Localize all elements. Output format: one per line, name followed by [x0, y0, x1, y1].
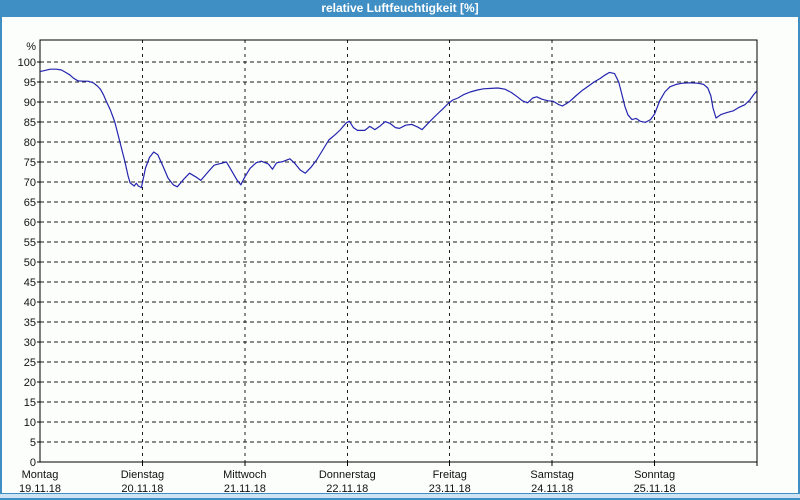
- x-day-label: Samstag: [530, 469, 573, 481]
- y-tick-label: 80: [24, 137, 36, 149]
- status-separator: [0, 493, 800, 494]
- y-tick-label: 70: [24, 177, 36, 189]
- y-tick-label: 5: [30, 437, 36, 449]
- y-tick-label: 55: [24, 237, 36, 249]
- y-tick-label: 15: [24, 397, 36, 409]
- x-day-label: Montag: [22, 469, 59, 481]
- y-tick-label: 0: [30, 457, 36, 469]
- x-date-label: 22.11.18: [326, 483, 368, 495]
- y-tick-label: 30: [24, 337, 36, 349]
- y-tick-label: 95: [24, 77, 36, 89]
- x-date-label: 19.11.18: [19, 483, 61, 495]
- window-border-left: [0, 0, 2, 500]
- status-strip: [0, 494, 800, 498]
- x-date-label: 23.11.18: [429, 483, 471, 495]
- x-day-label: Freitag: [433, 469, 467, 481]
- x-day-label: Sonntag: [634, 469, 675, 481]
- y-tick-label: 60: [24, 217, 36, 229]
- y-tick-label: 20: [24, 377, 36, 389]
- x-day-label: Donnerstag: [319, 469, 376, 481]
- y-tick-label: 100: [18, 57, 36, 69]
- y-axis-unit-label: %: [26, 41, 36, 53]
- x-day-label: Dienstag: [121, 469, 164, 481]
- y-tick-label: 35: [24, 317, 36, 329]
- x-date-label: 25.11.18: [634, 483, 676, 495]
- window-title: relative Luftfeuchtigkeit [%]: [321, 1, 479, 15]
- x-date-label: 21.11.18: [224, 483, 266, 495]
- series-line: [39, 68, 758, 189]
- y-tick-label: 40: [24, 297, 36, 309]
- y-tick-label: 65: [24, 197, 36, 209]
- x-day-label: Mittwoch: [223, 469, 266, 481]
- y-tick-label: 45: [24, 277, 36, 289]
- y-tick-label: 75: [24, 157, 36, 169]
- y-tick-label: 90: [24, 97, 36, 109]
- plot-border: [39, 39, 758, 463]
- y-tick-label: 10: [24, 417, 36, 429]
- x-date-label: 24.11.18: [531, 483, 573, 495]
- y-tick-label: 50: [24, 257, 36, 269]
- y-tick-label: 85: [24, 117, 36, 129]
- x-date-label: 20.11.18: [121, 483, 163, 495]
- title-bar[interactable]: relative Luftfeuchtigkeit [%]: [0, 0, 800, 17]
- y-tick-label: 25: [24, 357, 36, 369]
- window-border-bottom: [0, 498, 800, 500]
- window-border-right: [798, 0, 800, 500]
